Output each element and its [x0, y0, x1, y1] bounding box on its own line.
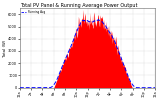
Legend: Running Avg: Running Avg	[21, 10, 45, 14]
Text: Total PV Panel & Running Average Power Output: Total PV Panel & Running Average Power O…	[20, 3, 137, 8]
Y-axis label: Total (W): Total (W)	[3, 39, 7, 57]
